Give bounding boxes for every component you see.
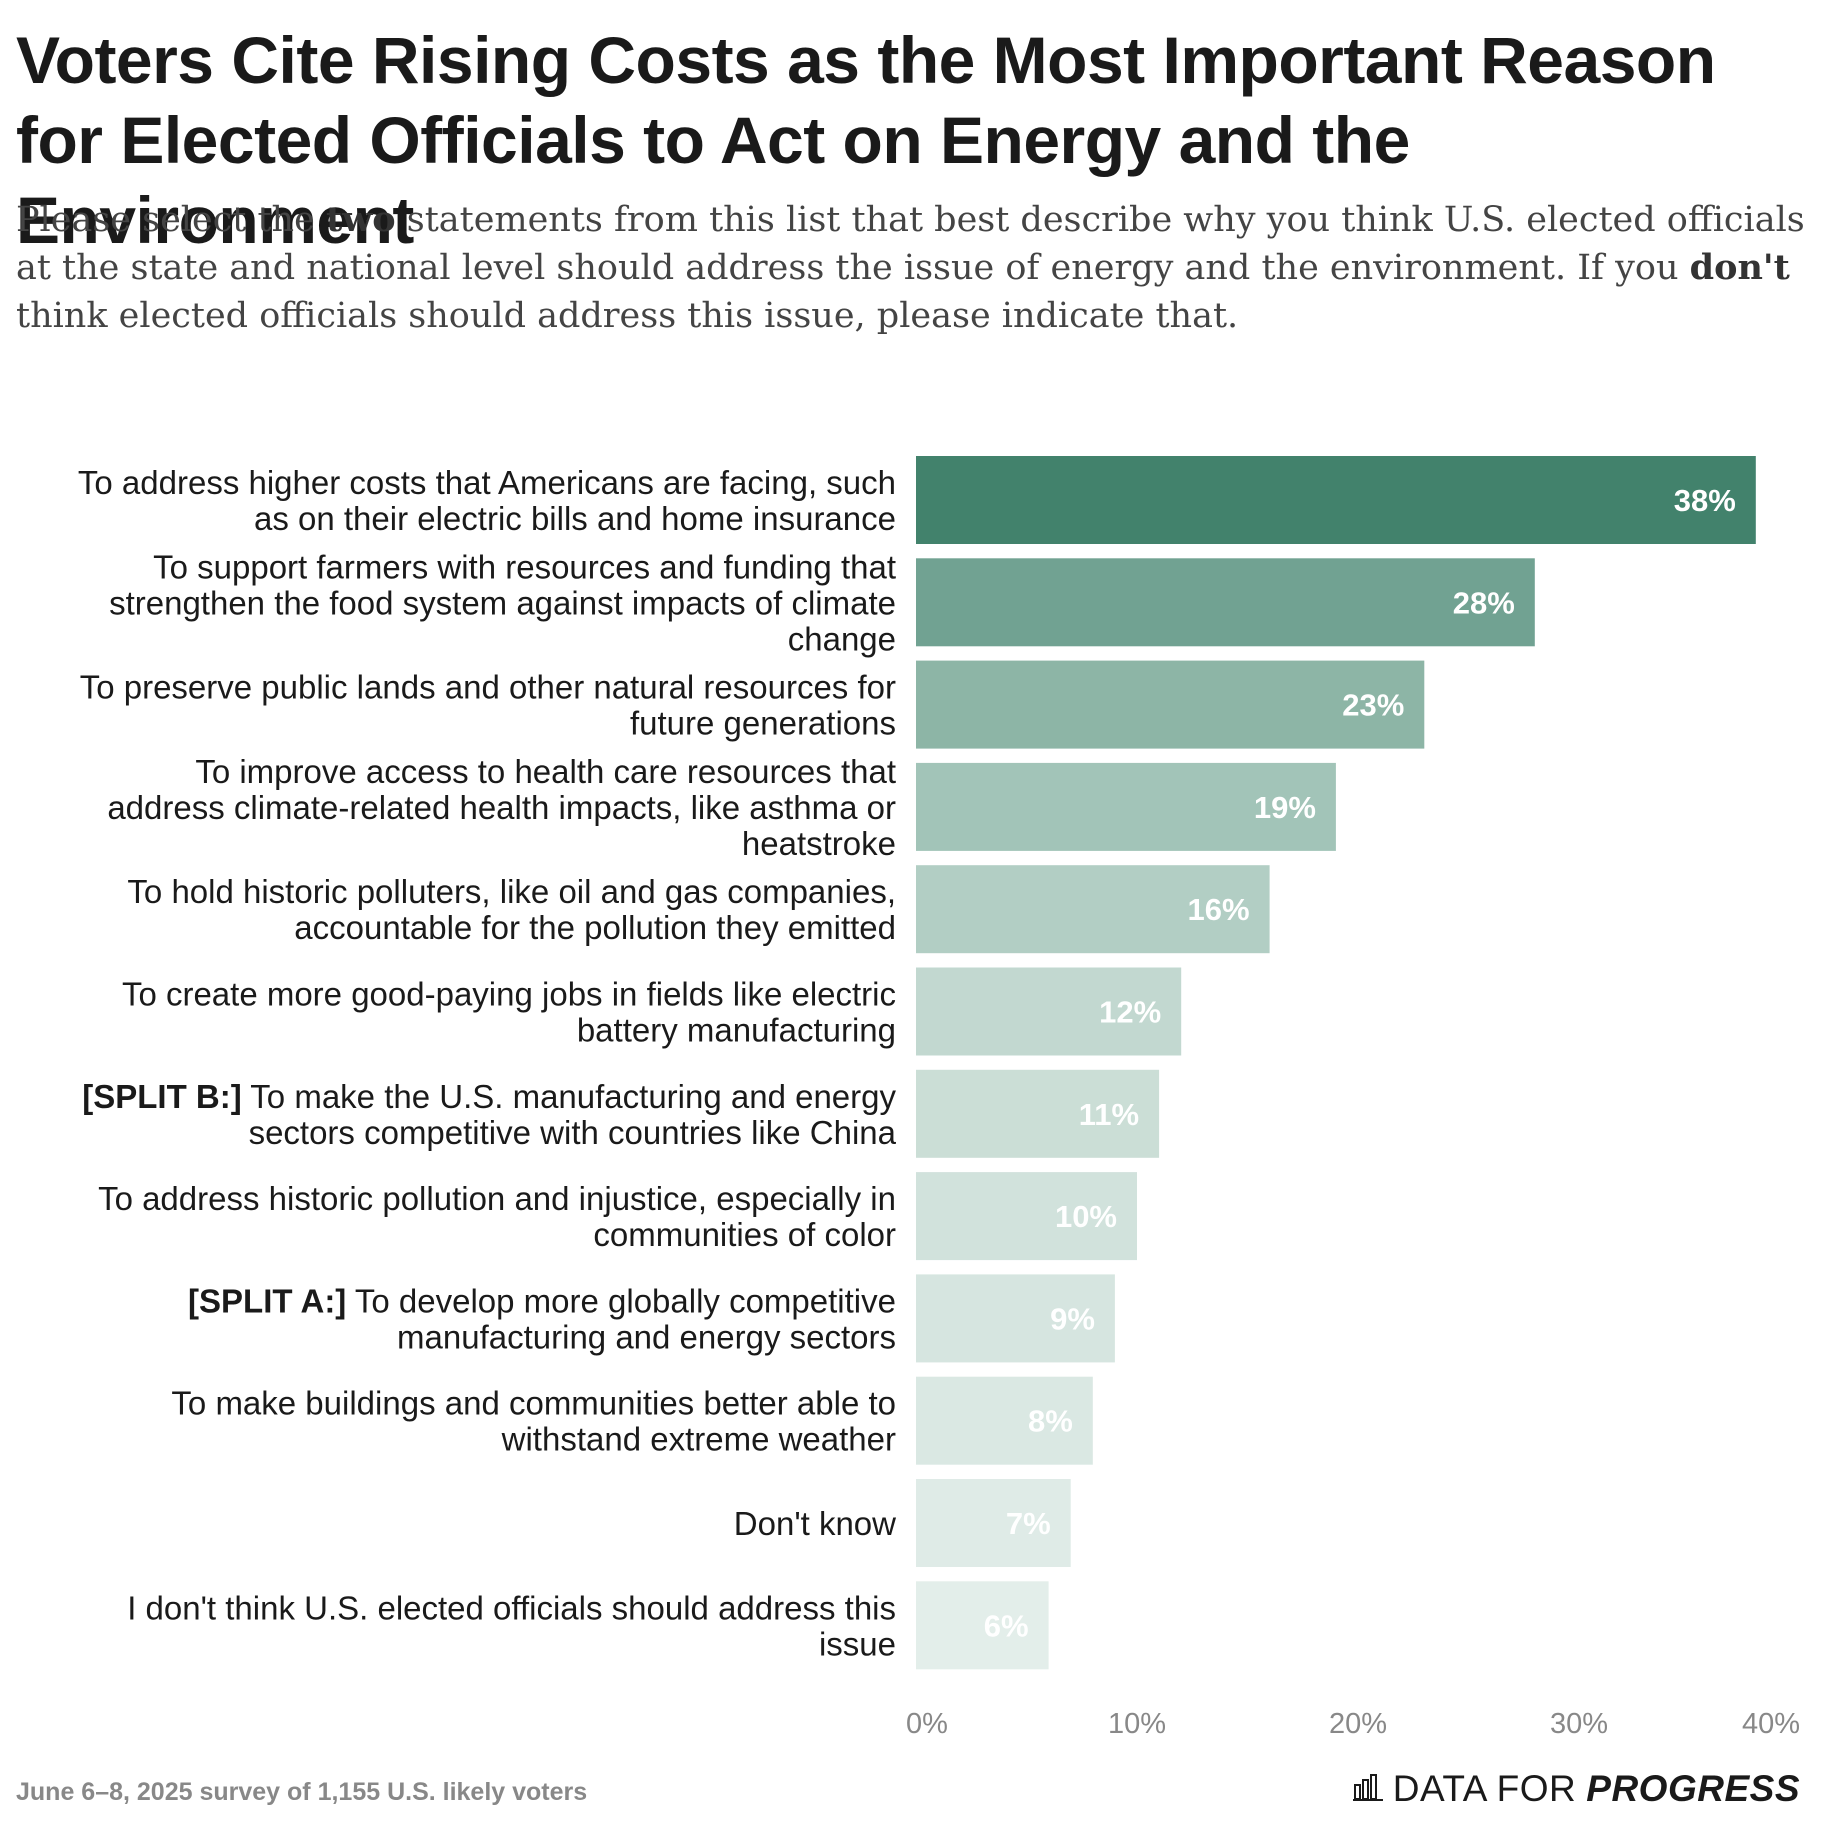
bar	[916, 1479, 1071, 1567]
x-tick-label: 10%	[1108, 1708, 1166, 1740]
bar-value-label: 6%	[984, 1608, 1029, 1643]
bar-value-label: 23%	[1342, 688, 1404, 723]
bar	[916, 865, 1270, 954]
chart-title: Voters Cite Rising Costs as the Most Imp…	[16, 23, 1716, 257]
x-tick-label: 0%	[906, 1708, 948, 1740]
category-label: To make buildings and communities better…	[171, 1385, 896, 1458]
category-label: To create more good-paying jobs in field…	[122, 976, 896, 1049]
brand-name-bold: PROGRESS	[1586, 1768, 1800, 1809]
bar-value-label: 28%	[1453, 585, 1515, 620]
bar-value-label: 19%	[1254, 790, 1316, 825]
bar-chart: 38% To address higher costs that American…	[78, 456, 1800, 1740]
x-tick-label: 40%	[1742, 1708, 1800, 1740]
bar	[916, 1069, 1160, 1158]
bar	[916, 1274, 1115, 1363]
bar	[916, 762, 1336, 851]
x-tick-label: 30%	[1550, 1708, 1608, 1740]
bar-value-label: 11%	[1079, 1097, 1139, 1132]
bar-value-label: 38%	[1674, 483, 1736, 518]
bar	[916, 967, 1182, 1056]
chart-subtitle: Please select the two statements from th…	[16, 199, 1805, 336]
bar	[916, 1376, 1093, 1465]
bar	[916, 1581, 1049, 1670]
category-label: To preserve public lands and other natur…	[80, 669, 896, 742]
source-note: June 6–8, 2025 survey of 1,155 U.S. like…	[16, 1778, 588, 1806]
category-label: [SPLIT B:] To make the U.S. manufacturin…	[82, 1078, 896, 1151]
subtitle-emphasis: don't	[1689, 247, 1790, 288]
bar-value-label: 8%	[1028, 1404, 1073, 1439]
category-label: To address historic pollution and injust…	[98, 1180, 896, 1253]
bar	[916, 660, 1425, 749]
category-label: Don't know	[734, 1505, 896, 1542]
category-label: To improve access to health care resourc…	[107, 753, 896, 862]
category-label: To hold historic polluters, like oil and…	[127, 873, 896, 946]
brand-name-regular: DATA FOR	[1392, 1768, 1577, 1809]
subtitle-emphasis: two	[325, 199, 396, 240]
category-label: To address higher costs that Americans a…	[78, 464, 896, 537]
category-label: To support farmers with resources and fu…	[109, 548, 896, 657]
bar-value-label: 7%	[1006, 1506, 1051, 1541]
bar-chart-icon	[1352, 1768, 1383, 1810]
brand-logo: DATA FOR PROGRESS	[1352, 1768, 1800, 1810]
x-tick-label: 20%	[1329, 1708, 1387, 1740]
bar	[916, 1172, 1137, 1261]
category-label: I don't think U.S. elected officials sho…	[127, 1589, 896, 1662]
bar	[916, 456, 1756, 544]
bar-value-label: 9%	[1050, 1301, 1095, 1336]
bar	[916, 558, 1535, 647]
category-label: [SPLIT A:] To develop more globally comp…	[188, 1282, 896, 1355]
bar-value-label: 16%	[1188, 892, 1250, 927]
bar-value-label: 10%	[1055, 1199, 1117, 1234]
bar-value-label: 12%	[1099, 995, 1161, 1030]
